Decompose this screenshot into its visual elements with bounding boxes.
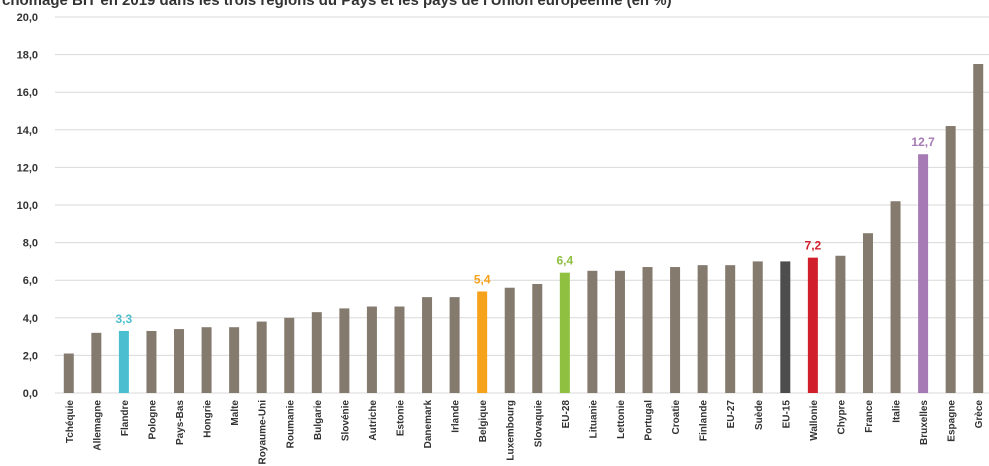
bar — [339, 308, 350, 393]
x-tick-label: Slovaquie — [533, 400, 544, 448]
y-tick-label: 18,0 — [17, 50, 38, 62]
bar — [752, 261, 763, 393]
value-label: 6,4 — [556, 254, 573, 268]
x-tick-label: France — [864, 400, 875, 433]
bar — [642, 267, 653, 393]
bar — [532, 283, 543, 393]
bar — [780, 261, 791, 393]
bar — [725, 265, 736, 393]
y-tick-label: 16,0 — [17, 87, 38, 99]
x-tick-label: Finlande — [699, 400, 710, 442]
x-tick-label: Bulgarie — [313, 400, 324, 440]
x-tick-label: Chypre — [836, 400, 847, 435]
bar — [366, 306, 377, 393]
x-tick-label: Irlande — [451, 400, 462, 433]
value-label: 5,4 — [474, 272, 491, 286]
x-tick-label: Pays-Bas — [175, 400, 186, 445]
bar — [614, 270, 625, 393]
bar — [63, 353, 74, 393]
bar — [918, 154, 929, 393]
bar — [862, 233, 873, 393]
bar — [91, 332, 102, 393]
x-tick-label: Malte — [230, 400, 241, 426]
bar — [477, 291, 488, 393]
bar — [311, 312, 322, 393]
x-tick-label: Slovénie — [340, 400, 351, 442]
y-tick-label: 10,0 — [17, 200, 38, 212]
chart-title: chômage BIT en 2019 dans les trois régio… — [2, 0, 672, 9]
x-tick-label: Estonie — [395, 400, 406, 437]
value-label: 12,7 — [911, 135, 935, 149]
x-tick-label: Lettonie — [616, 400, 627, 439]
bar — [201, 327, 212, 393]
x-tick-label: Grèce — [974, 400, 985, 429]
bar — [146, 330, 157, 393]
bar — [229, 327, 240, 393]
x-tick-label: Pologne — [147, 400, 158, 440]
y-tick-label: 4,0 — [23, 313, 38, 325]
x-tick-label: Luxembourg — [506, 400, 517, 461]
value-label: 3,3 — [116, 312, 133, 326]
x-tick-label: Croatie — [671, 400, 682, 435]
y-tick-label: 20,0 — [17, 12, 38, 24]
x-tick-label: Italie — [892, 400, 903, 423]
x-tick-label: Flandre — [120, 400, 131, 437]
x-tick-label: Espagne — [947, 400, 958, 442]
x-tick-label: Autriche — [368, 400, 379, 441]
bar — [256, 321, 267, 393]
x-tick-label: Roumanie — [285, 400, 296, 449]
bar — [422, 297, 433, 393]
bar — [587, 270, 598, 393]
x-tick-label: Wallonie — [809, 400, 820, 441]
x-tick-label: Hongrie — [203, 400, 214, 438]
bar — [890, 201, 901, 393]
bar — [394, 306, 405, 393]
x-tick-label: Royaume-Uni — [258, 400, 269, 465]
y-tick-label: 6,0 — [23, 275, 38, 287]
x-tick-label: EU-28 — [561, 400, 572, 429]
x-tick-label: Lituanie — [588, 400, 599, 439]
y-tick-label: 14,0 — [17, 125, 38, 137]
x-tick-label: Suède — [754, 400, 765, 430]
x-tick-label: Danemark — [423, 400, 434, 449]
y-tick-label: 2,0 — [23, 350, 38, 362]
bar — [835, 255, 846, 393]
x-tick-label: Belgique — [478, 400, 489, 443]
bar — [697, 265, 708, 393]
x-tick-label: Portugal — [644, 400, 655, 441]
bar — [559, 272, 570, 393]
bar — [174, 329, 185, 393]
x-tick-label: Bruxelles — [919, 400, 930, 445]
bar — [118, 330, 129, 393]
value-label: 7,2 — [805, 239, 822, 253]
bar — [973, 64, 984, 393]
x-tick-label: EU-15 — [781, 400, 792, 429]
y-tick-label: 12,0 — [17, 162, 38, 174]
x-tick-label: Allemagne — [92, 400, 103, 451]
bar — [945, 126, 956, 393]
bar — [807, 257, 818, 393]
y-tick-label: 0,0 — [23, 388, 38, 400]
x-tick-label: Tchéquie — [65, 400, 76, 444]
bar — [670, 267, 681, 393]
x-tick-label: EU-27 — [726, 400, 737, 429]
bar — [284, 317, 295, 393]
y-tick-label: 8,0 — [23, 238, 38, 250]
bar — [504, 287, 515, 393]
bar — [449, 297, 460, 393]
